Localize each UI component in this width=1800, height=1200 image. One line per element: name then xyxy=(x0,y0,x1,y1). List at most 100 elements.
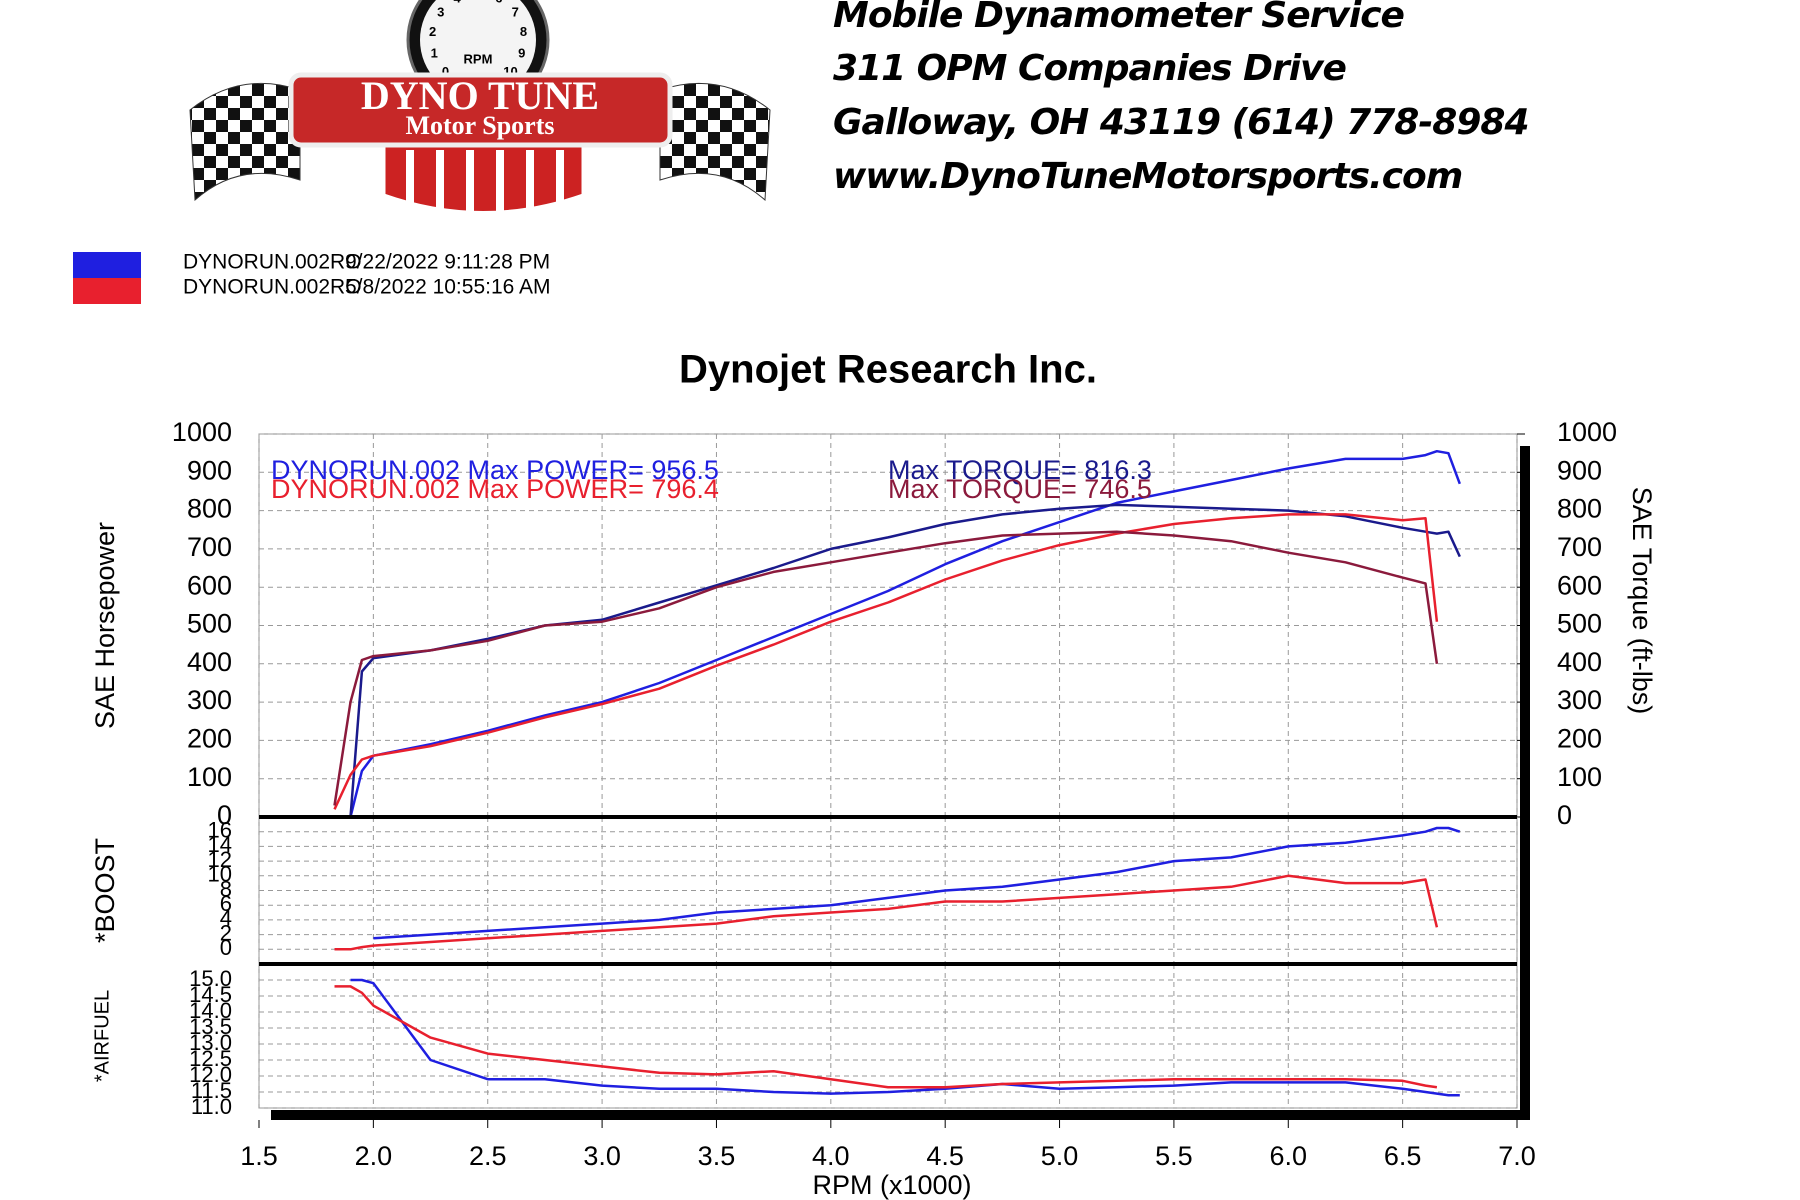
y2-tick-label: 100 xyxy=(1557,762,1602,792)
x-tick-label: 1.5 xyxy=(240,1141,278,1171)
y-axis-label: *BOOST xyxy=(90,838,120,943)
y-tick-label: 14 xyxy=(208,832,232,857)
logo-title: DYNO TUNE xyxy=(361,73,599,118)
y-tick-label: 6 xyxy=(220,891,232,916)
series-line xyxy=(333,513,1439,810)
chart-title: Dynojet Research Inc. xyxy=(679,348,1097,392)
gauge-number: 8 xyxy=(520,24,527,39)
y-tick-label: 12 xyxy=(208,847,232,872)
legend-file: DYNORUN.002RO xyxy=(183,276,362,299)
y-tick-label: 500 xyxy=(187,609,232,639)
flag-right xyxy=(659,82,771,202)
y-tick-label: 10 xyxy=(208,862,232,887)
y-axis-label: SAE Horsepower xyxy=(90,522,120,729)
y-tick-label: 14.5 xyxy=(189,982,232,1007)
annotation: Max TORQUE= 816.3 xyxy=(888,455,1152,485)
y-tick-label: 8 xyxy=(220,876,232,901)
y2-tick-label: 400 xyxy=(1557,647,1602,677)
y2-tick-label: 600 xyxy=(1557,570,1602,600)
y-tick-label: 1000 xyxy=(172,417,232,447)
y-tick-label: 14.0 xyxy=(189,998,232,1023)
y-axis-label: *AIRFUEL xyxy=(91,990,113,1082)
y-tick-label: 400 xyxy=(187,647,232,677)
address-line: 311 OPM Companies Drive xyxy=(833,48,1347,89)
series-line xyxy=(334,874,1439,951)
annotation: Max TORQUE= 746.5 xyxy=(888,474,1152,504)
address-line: Galloway, OH 43119 (614) 778-8984 xyxy=(833,102,1529,143)
gauge-number: 6 xyxy=(495,0,502,5)
y2-axis-label: SAE Torque (ft-lbs) xyxy=(1627,487,1657,715)
x-tick-label: 4.0 xyxy=(812,1141,850,1171)
y2-tick-label: 1000 xyxy=(1557,417,1617,447)
y-tick-label: 0 xyxy=(220,935,232,960)
series-line xyxy=(333,530,1439,806)
legend-date: 9/22/2022 9:11:28 PM xyxy=(345,251,550,274)
y2-tick-label: 500 xyxy=(1557,609,1602,639)
y2-tick-label: 0 xyxy=(1557,800,1572,830)
x-tick-label: 2.5 xyxy=(469,1141,507,1171)
y-tick-label: 900 xyxy=(187,455,232,485)
x-tick-label: 5.5 xyxy=(1155,1141,1193,1171)
y-tick-label: 4 xyxy=(220,906,232,931)
x-axis-label: RPM (x1000) xyxy=(812,1170,971,1200)
series-line xyxy=(334,985,1438,1089)
address-line: www.DynoTuneMotorsports.com xyxy=(833,156,1462,197)
y-tick-label: 15.0 xyxy=(189,966,232,991)
y-tick-label: 100 xyxy=(187,762,232,792)
address-line: Mobile Dynamometer Service xyxy=(833,0,1405,36)
y2-tick-label: 300 xyxy=(1557,685,1602,715)
y-tick-label: 11.5 xyxy=(191,1078,232,1103)
x-tick-label: 5.0 xyxy=(1041,1141,1079,1171)
gauge-number: 4 xyxy=(453,0,461,5)
logo-subtitle: Motor Sports xyxy=(405,111,554,140)
x-tick-label: 7.0 xyxy=(1498,1141,1536,1171)
gauge-number: 9 xyxy=(518,46,525,61)
y-tick-label: 0 xyxy=(217,800,232,830)
flag-left xyxy=(189,82,301,202)
y2-tick-label: 800 xyxy=(1557,494,1602,524)
y-tick-label: 13.0 xyxy=(189,1030,232,1055)
y-tick-label: 11.0 xyxy=(191,1094,232,1119)
y2-tick-label: 900 xyxy=(1557,455,1602,485)
shield-stripes xyxy=(406,150,564,216)
gauge-number: 7 xyxy=(512,4,519,19)
x-tick-label: 6.5 xyxy=(1384,1141,1422,1171)
x-tick-label: 6.0 xyxy=(1269,1141,1307,1171)
y-tick-label: 16 xyxy=(208,818,232,843)
badge xyxy=(288,72,673,148)
series-line xyxy=(373,826,1461,940)
x-tick-label: 3.5 xyxy=(698,1141,736,1171)
gauge-number: 1 xyxy=(431,46,438,61)
y-tick-label: 800 xyxy=(187,494,232,524)
y2-tick-label: 200 xyxy=(1557,724,1602,754)
gauge-label: RPM xyxy=(464,51,493,66)
y-tick-label: 600 xyxy=(187,570,232,600)
legend-swatch xyxy=(73,278,141,304)
gauge-number: 2 xyxy=(429,24,436,39)
series-line xyxy=(350,978,1460,1097)
x-tick-label: 3.0 xyxy=(583,1141,621,1171)
y-tick-label: 300 xyxy=(187,685,232,715)
annotation: DYNORUN.002 Max POWER= 796.4 xyxy=(271,474,719,504)
gauge-number: 3 xyxy=(437,4,444,19)
plot-shadow xyxy=(1520,446,1530,1120)
y-tick-label: 700 xyxy=(187,532,232,562)
y-tick-label: 200 xyxy=(187,724,232,754)
y2-tick-label: 700 xyxy=(1557,532,1602,562)
y-tick-label: 12.0 xyxy=(189,1062,232,1087)
x-tick-label: 2.0 xyxy=(355,1141,393,1171)
logo: 012345678910 RPM DYNO TUNE Motor Sports xyxy=(189,0,771,216)
annotation: DYNORUN.002 Max POWER= 956.5 xyxy=(271,455,719,485)
legend-date: 5/8/2022 10:55:16 AM xyxy=(345,276,551,299)
gauge-number: 0 xyxy=(442,64,449,79)
y-tick-label: 13.5 xyxy=(189,1014,232,1039)
y-tick-label: 2 xyxy=(220,920,232,945)
legend-file: DYNORUN.002RO xyxy=(183,251,362,274)
series-line xyxy=(349,503,1461,818)
plot-shadow xyxy=(271,1110,1530,1120)
legend-swatch xyxy=(73,252,141,278)
plot-area xyxy=(258,433,1518,1109)
x-tick-label: 4.5 xyxy=(926,1141,964,1171)
